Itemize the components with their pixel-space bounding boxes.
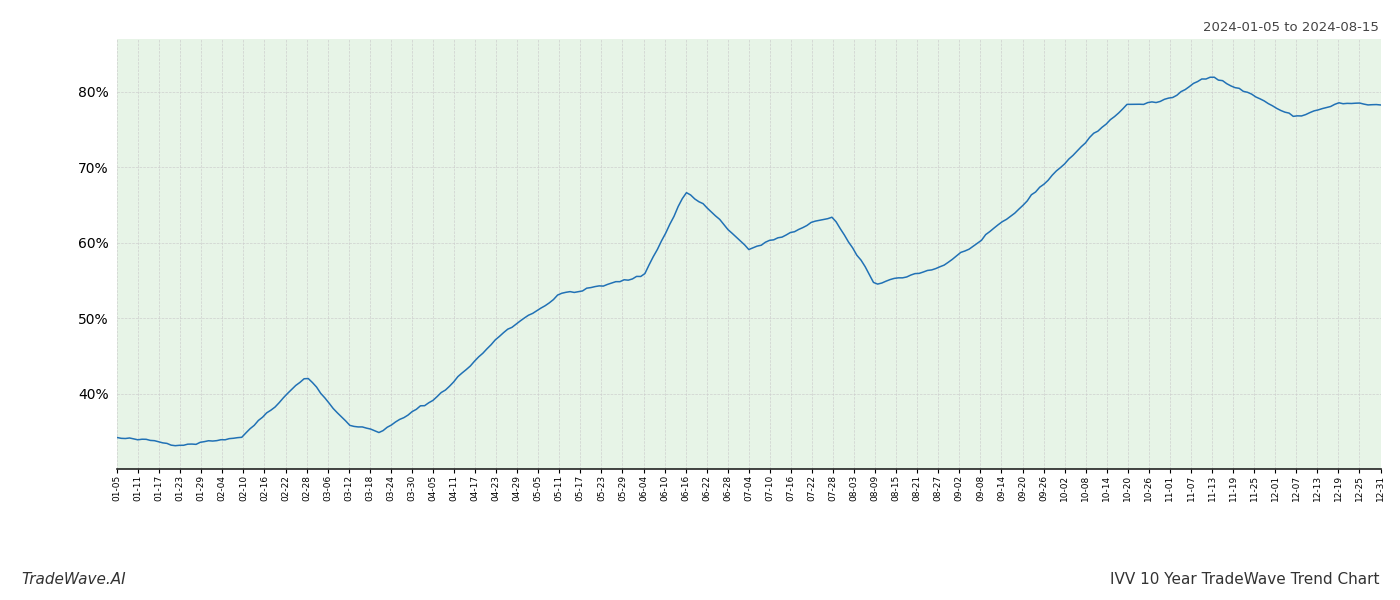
Text: TradeWave.AI: TradeWave.AI <box>21 572 126 587</box>
Text: 2024-01-05 to 2024-08-15: 2024-01-05 to 2024-08-15 <box>1203 21 1379 34</box>
Text: IVV 10 Year TradeWave Trend Chart: IVV 10 Year TradeWave Trend Chart <box>1109 572 1379 587</box>
Bar <box>118 39 1400 469</box>
